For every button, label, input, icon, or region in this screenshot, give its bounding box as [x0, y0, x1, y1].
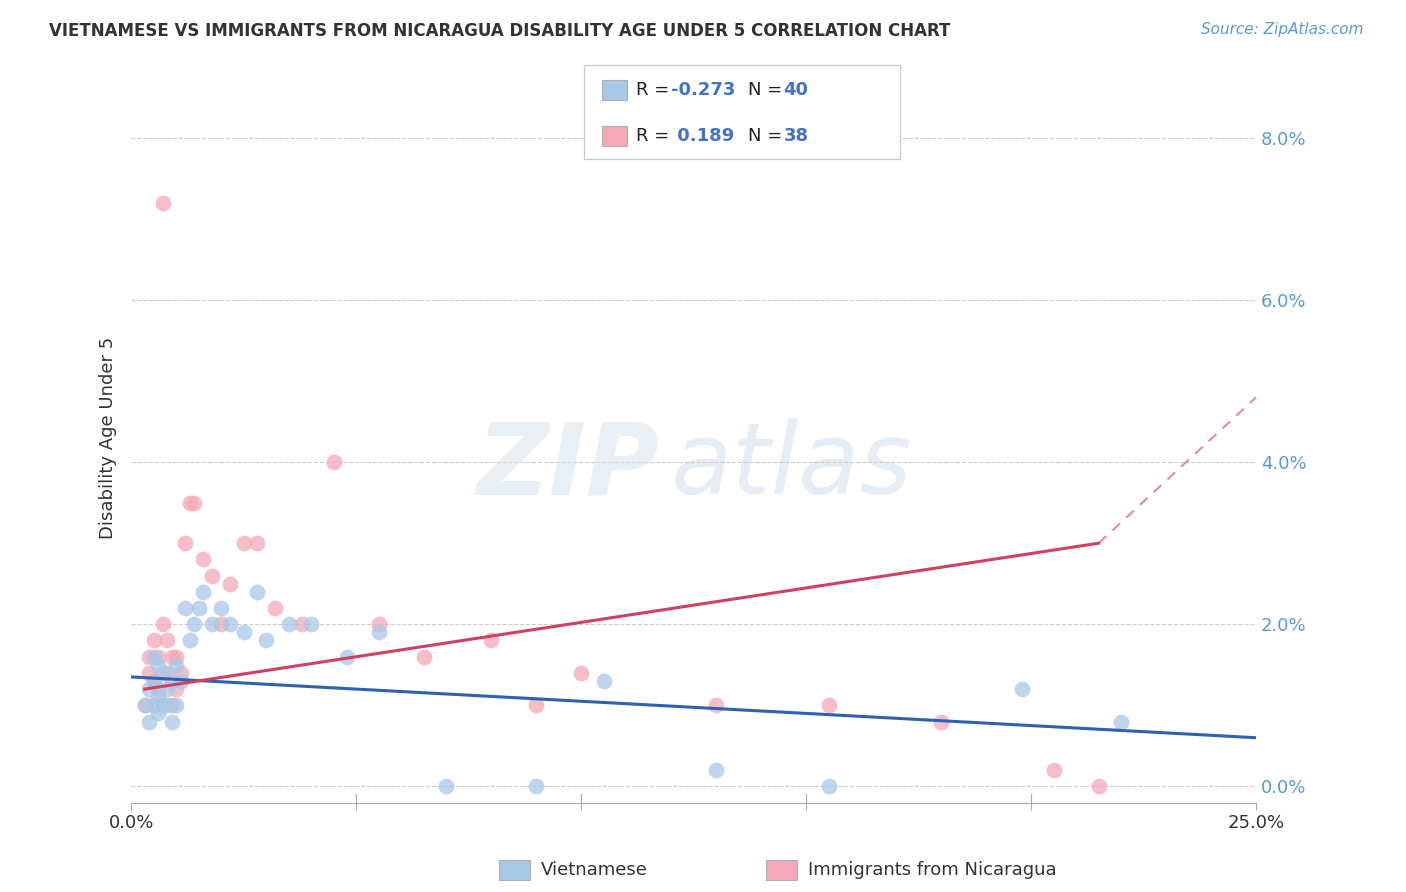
- Point: [193, 584, 215, 599]
- Point: [209, 617, 232, 632]
- Point: [142, 633, 165, 648]
- Point: [179, 495, 201, 509]
- Y-axis label: Disability Age Under 5: Disability Age Under 5: [100, 336, 117, 539]
- Point: [148, 706, 170, 721]
- Point: [201, 568, 224, 582]
- Point: [170, 673, 193, 688]
- Point: [479, 633, 502, 648]
- Point: [165, 649, 187, 664]
- Point: [183, 617, 205, 632]
- Point: [160, 673, 183, 688]
- Text: Immigrants from Nicaragua: Immigrants from Nicaragua: [808, 861, 1057, 879]
- Point: [367, 625, 389, 640]
- Point: [148, 657, 170, 672]
- Text: Vietnamese: Vietnamese: [541, 861, 648, 879]
- Point: [138, 665, 160, 680]
- Point: [160, 698, 183, 713]
- Point: [254, 633, 277, 648]
- Point: [142, 673, 165, 688]
- Point: [183, 495, 205, 509]
- Point: [165, 698, 187, 713]
- Point: [569, 665, 592, 680]
- Point: [165, 657, 187, 672]
- Point: [152, 195, 174, 210]
- Point: [156, 682, 179, 697]
- Point: [187, 601, 209, 615]
- Point: [524, 780, 547, 794]
- Point: [434, 780, 457, 794]
- Point: [142, 698, 165, 713]
- Point: [170, 665, 193, 680]
- Point: [524, 698, 547, 713]
- Point: [165, 682, 187, 697]
- Point: [291, 617, 314, 632]
- Point: [160, 714, 183, 729]
- Point: [193, 552, 215, 566]
- Point: [1042, 763, 1064, 777]
- Point: [264, 601, 287, 615]
- Point: [174, 536, 197, 550]
- Point: [219, 617, 242, 632]
- Point: [148, 649, 170, 664]
- Text: atlas: atlas: [671, 418, 912, 516]
- Point: [209, 601, 232, 615]
- Point: [1087, 780, 1109, 794]
- Text: Source: ZipAtlas.com: Source: ZipAtlas.com: [1201, 22, 1364, 37]
- Text: VIETNAMESE VS IMMIGRANTS FROM NICARAGUA DISABILITY AGE UNDER 5 CORRELATION CHART: VIETNAMESE VS IMMIGRANTS FROM NICARAGUA …: [49, 22, 950, 40]
- Point: [152, 698, 174, 713]
- Point: [817, 698, 839, 713]
- Point: [156, 698, 179, 713]
- Point: [299, 617, 322, 632]
- Point: [148, 690, 170, 705]
- Point: [322, 455, 344, 469]
- Point: [246, 536, 269, 550]
- Point: [152, 665, 174, 680]
- Text: N =: N =: [748, 127, 789, 145]
- Point: [138, 714, 160, 729]
- Point: [174, 601, 197, 615]
- Text: R =: R =: [636, 81, 675, 99]
- Point: [152, 617, 174, 632]
- Text: -0.273: -0.273: [671, 81, 735, 99]
- Text: 40: 40: [783, 81, 808, 99]
- Point: [148, 682, 170, 697]
- Point: [277, 617, 299, 632]
- Point: [232, 536, 254, 550]
- Point: [1109, 714, 1132, 729]
- Point: [219, 576, 242, 591]
- Point: [929, 714, 952, 729]
- Point: [704, 698, 727, 713]
- Point: [246, 584, 269, 599]
- Text: N =: N =: [748, 81, 789, 99]
- Point: [138, 682, 160, 697]
- Point: [134, 698, 156, 713]
- Point: [142, 673, 165, 688]
- Point: [156, 665, 179, 680]
- Point: [817, 780, 839, 794]
- Point: [336, 649, 359, 664]
- Text: 0.189: 0.189: [671, 127, 734, 145]
- Point: [142, 649, 165, 664]
- Point: [592, 673, 614, 688]
- Point: [156, 633, 179, 648]
- Point: [367, 617, 389, 632]
- Point: [179, 633, 201, 648]
- Point: [1011, 682, 1033, 697]
- Text: R =: R =: [636, 127, 675, 145]
- Text: 38: 38: [783, 127, 808, 145]
- Point: [412, 649, 434, 664]
- Point: [704, 763, 727, 777]
- Point: [201, 617, 224, 632]
- Point: [232, 625, 254, 640]
- Point: [134, 698, 156, 713]
- Point: [138, 649, 160, 664]
- Text: ZIP: ZIP: [477, 418, 659, 516]
- Point: [160, 649, 183, 664]
